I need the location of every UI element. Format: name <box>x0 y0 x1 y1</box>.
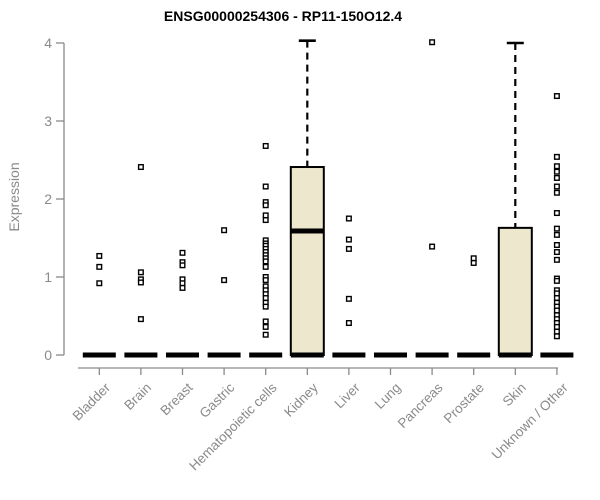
outlier-point <box>179 280 186 287</box>
box-group-liver <box>332 215 366 358</box>
outlier-point <box>553 256 560 263</box>
outlier-point <box>553 249 560 256</box>
outlier-point <box>553 174 560 181</box>
outlier-point <box>221 277 228 284</box>
y-tick-label: 1 <box>44 269 52 285</box>
outlier-point <box>553 328 560 335</box>
box-group-bladder <box>82 252 116 358</box>
zero-bar <box>332 352 366 358</box>
outlier-point <box>553 277 560 284</box>
zero-bar <box>166 352 199 358</box>
y-tick-label: 4 <box>44 35 52 51</box>
box-group-breast <box>166 249 199 358</box>
zero-bar <box>249 352 283 358</box>
outlier-point <box>262 323 269 330</box>
outlier-point <box>179 249 186 256</box>
box-group-pancreas <box>415 39 449 358</box>
outlier-point <box>553 210 560 217</box>
outlier-point <box>429 39 436 46</box>
y-tick-label: 0 <box>44 347 52 363</box>
outlier-point <box>96 263 103 270</box>
box-group-kidney <box>289 39 325 358</box>
outlier-point <box>137 279 144 286</box>
outlier-point <box>345 295 352 302</box>
box-group-skin <box>497 41 533 358</box>
outlier-point <box>429 243 436 250</box>
x-axis <box>78 367 558 375</box>
outlier-point <box>262 303 269 310</box>
y-axis <box>56 42 65 356</box>
zero-bar <box>374 352 407 358</box>
outlier-point <box>470 255 477 262</box>
chart-title: ENSG00000254306 - RP11-150O12.4 <box>163 8 403 24</box>
outlier-point <box>96 280 103 287</box>
zero-bar <box>82 352 116 358</box>
outlier-point <box>262 318 269 325</box>
zero-bar <box>540 352 574 358</box>
box-group-brain <box>124 164 158 358</box>
zero-bar <box>415 352 449 358</box>
outlier-point <box>137 269 144 276</box>
zero-bar <box>498 352 532 358</box>
outlier-point <box>262 263 269 270</box>
outlier-point <box>345 320 352 327</box>
median-line <box>290 228 324 234</box>
outlier-point <box>553 290 560 297</box>
y-tick-label: 3 <box>44 113 52 129</box>
box-rect <box>497 226 533 356</box>
outlier-point <box>262 295 269 302</box>
outlier-point <box>553 333 560 340</box>
outlier-point <box>262 331 269 338</box>
zero-bar <box>124 352 158 358</box>
outlier-point <box>137 164 144 171</box>
y-tick-label: 2 <box>44 191 52 207</box>
outlier-point <box>262 277 269 284</box>
box-rect <box>289 166 325 356</box>
outlier-point <box>96 252 103 259</box>
outlier-point <box>553 307 560 314</box>
zero-bar <box>207 352 241 358</box>
outlier-point <box>553 163 560 170</box>
box-group-unknown-other <box>540 93 574 358</box>
outlier-point <box>262 183 269 190</box>
outlier-point <box>470 259 477 266</box>
outlier-point <box>137 316 144 323</box>
outlier-point <box>345 236 352 243</box>
outlier-point <box>179 284 186 291</box>
outlier-point <box>179 262 186 269</box>
outlier-point <box>553 189 560 196</box>
outlier-point <box>553 231 560 238</box>
outlier-point <box>221 227 228 234</box>
outlier-point <box>345 245 352 252</box>
outlier-point <box>553 93 560 100</box>
outlier-point <box>262 217 269 224</box>
outlier-point <box>553 225 560 232</box>
outlier-point <box>553 168 560 175</box>
outlier-point <box>553 295 560 302</box>
outlier-point <box>345 215 352 222</box>
outlier-point <box>262 212 269 219</box>
zero-bar <box>290 352 324 358</box>
box-group-lung <box>374 352 407 358</box>
outlier-point <box>553 242 560 249</box>
outlier-point <box>553 183 560 190</box>
outlier-point <box>553 153 560 160</box>
outlier-point <box>553 323 560 330</box>
outlier-point <box>262 202 269 209</box>
outlier-point <box>262 142 269 149</box>
zero-bar <box>457 352 491 358</box>
outlier-point <box>262 258 269 265</box>
box-group-hematopoietic-cells <box>249 142 283 358</box>
box-group-gastric <box>207 227 241 358</box>
box-group-prostate <box>457 255 491 358</box>
